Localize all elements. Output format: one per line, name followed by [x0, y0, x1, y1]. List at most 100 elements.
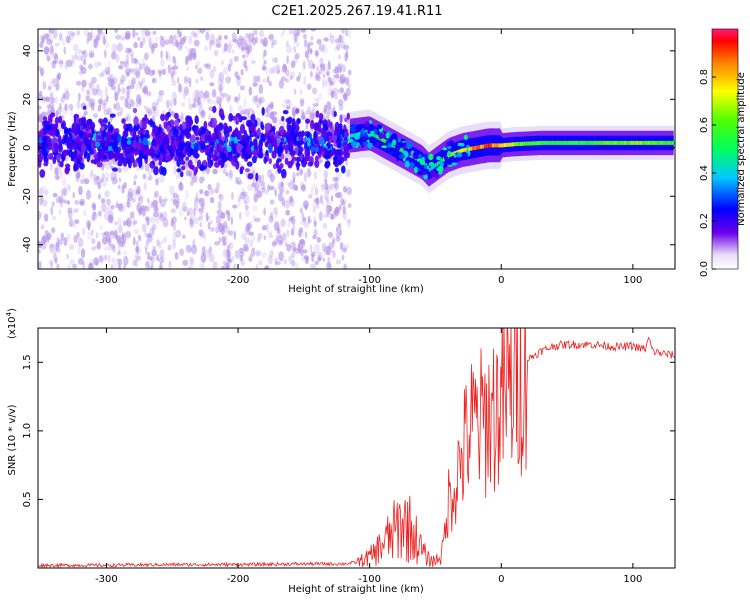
noise-point: [91, 211, 97, 221]
noise-point: [110, 78, 115, 87]
noise-point: [322, 44, 328, 54]
noise-point: [88, 262, 94, 269]
core-point: [77, 158, 81, 165]
noise-point: [129, 98, 135, 107]
noise-point: [346, 218, 352, 224]
noise-point: [62, 93, 66, 99]
noise-point: [313, 229, 318, 237]
ridge-cell: [529, 141, 532, 146]
ridge-blob: [375, 141, 381, 146]
noise-point: [153, 211, 159, 218]
noise-point: [244, 237, 251, 244]
noise-point: [315, 197, 320, 206]
noise-point: [133, 228, 140, 235]
noise-point: [299, 88, 303, 96]
noise-point: [258, 97, 262, 104]
noise-point: [302, 216, 307, 223]
noise-point: [239, 254, 244, 262]
noise-point: [50, 163, 53, 171]
noise-point: [47, 85, 52, 91]
noise-point: [265, 107, 269, 113]
noise-point: [277, 239, 284, 246]
noise-point: [90, 203, 97, 209]
core-point: [174, 156, 179, 162]
ridge-cell: [351, 133, 354, 138]
noise-point: [193, 97, 197, 104]
noise-point: [102, 36, 106, 46]
noise-point: [279, 119, 282, 126]
noise-point: [106, 198, 111, 206]
noise-point: [217, 84, 224, 92]
noise-point: [342, 64, 346, 73]
noise-point: [241, 187, 246, 197]
noise-point: [267, 184, 271, 192]
noise-point: [252, 176, 256, 184]
noise-point: [66, 253, 69, 260]
core-point: [256, 127, 261, 136]
noise-point: [239, 191, 246, 200]
noise-point: [60, 198, 63, 208]
core-point: [58, 141, 63, 151]
noise-point: [308, 194, 313, 199]
ridge-blob: [369, 136, 373, 144]
noise-point: [90, 168, 94, 177]
core-point: [54, 144, 58, 153]
core-point: [188, 126, 192, 132]
noise-point: [195, 90, 201, 96]
noise-point: [202, 233, 206, 242]
noise-point: [330, 90, 334, 99]
noise-point: [187, 210, 190, 217]
core-point: [231, 133, 236, 138]
noise-point: [337, 98, 344, 106]
ridge-cell: [434, 163, 437, 168]
noise-point: [155, 178, 159, 186]
noise-point: [60, 96, 65, 103]
noise-point: [107, 214, 113, 224]
core-point: [138, 151, 144, 160]
core-point: [94, 141, 101, 148]
core-point: [326, 131, 332, 137]
noise-point: [298, 71, 302, 80]
noise-point: [104, 66, 111, 76]
noise-point: [144, 162, 150, 172]
noise-point: [288, 195, 294, 204]
noise-point: [291, 106, 295, 117]
core-point: [193, 169, 197, 176]
noise-point: [293, 35, 297, 45]
noise-point: [43, 213, 49, 222]
ridge-blob: [357, 131, 361, 137]
noise-point: [172, 239, 176, 250]
core-point: [161, 167, 167, 176]
noise-point: [345, 87, 351, 97]
noise-point: [336, 170, 342, 181]
noise-point: [283, 259, 288, 265]
noise-point: [282, 232, 287, 242]
noise-point: [310, 29, 317, 32]
noise-point: [117, 87, 122, 94]
core-point: [214, 161, 220, 168]
noise-point: [258, 174, 262, 184]
colorbar-label: Normalized spectral amplitude: [736, 72, 747, 226]
y-tick-label: 0: [22, 145, 33, 151]
noise-point: [316, 236, 321, 243]
noise-point: [266, 223, 269, 233]
noise-point: [153, 105, 156, 111]
noise-point: [334, 65, 339, 71]
noise-point: [285, 40, 289, 47]
noise-point: [288, 180, 295, 190]
ridge-cell: [549, 140, 552, 145]
noise-point: [249, 253, 253, 262]
noise-point: [296, 76, 301, 82]
noise-point: [135, 98, 140, 109]
noise-point: [278, 184, 285, 194]
ridge-cell: [543, 140, 546, 145]
noise-point: [171, 216, 177, 224]
ridge-cell: [622, 140, 625, 145]
core-point: [152, 126, 159, 134]
spectrogram-core: [38, 105, 352, 182]
core-point: [125, 145, 131, 151]
noise-point: [104, 246, 110, 251]
noise-point: [76, 231, 80, 239]
noise-point: [76, 80, 82, 86]
noise-point: [263, 207, 267, 216]
